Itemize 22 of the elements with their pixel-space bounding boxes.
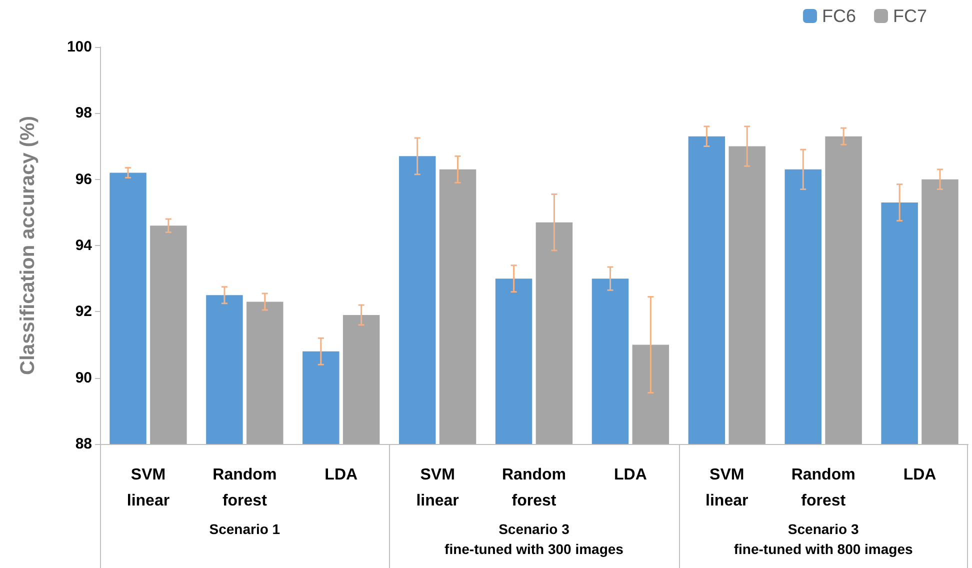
x-tick-label: LDA [614,466,648,484]
y-tick-label: 98 [75,104,92,122]
text: Scenario 1 [209,521,280,537]
x-tick-label: Random forest [212,466,277,510]
y-tick-label: 96 [75,170,92,188]
text: Scenario 3 fine-tuned with 800 images [734,521,913,557]
x-tick-label: Random forest [791,466,856,510]
x-tick-label: LDA [324,466,358,484]
x-tick-label: Random forest [502,466,566,510]
y-axis-title: Classification accuracy (%) [17,116,39,375]
y-tick-label: 88 [75,436,92,452]
y-tick-label: 100 [66,38,92,56]
legend-label: FC7 [892,6,928,26]
x-tick-label: SVM linear [126,466,170,510]
text: Scenario 3 fine-tuned with 300 images [444,521,624,557]
y-tick-label: 90 [75,369,92,386]
legend-label: FC6 [822,6,856,26]
y-tick-label: 94 [75,237,93,254]
x-tick-label: LDA [903,466,937,484]
y-tick-label: 92 [75,303,92,320]
x-tick-label: SVM linear [416,466,459,510]
x-tick-label: SVM linear [706,466,748,510]
